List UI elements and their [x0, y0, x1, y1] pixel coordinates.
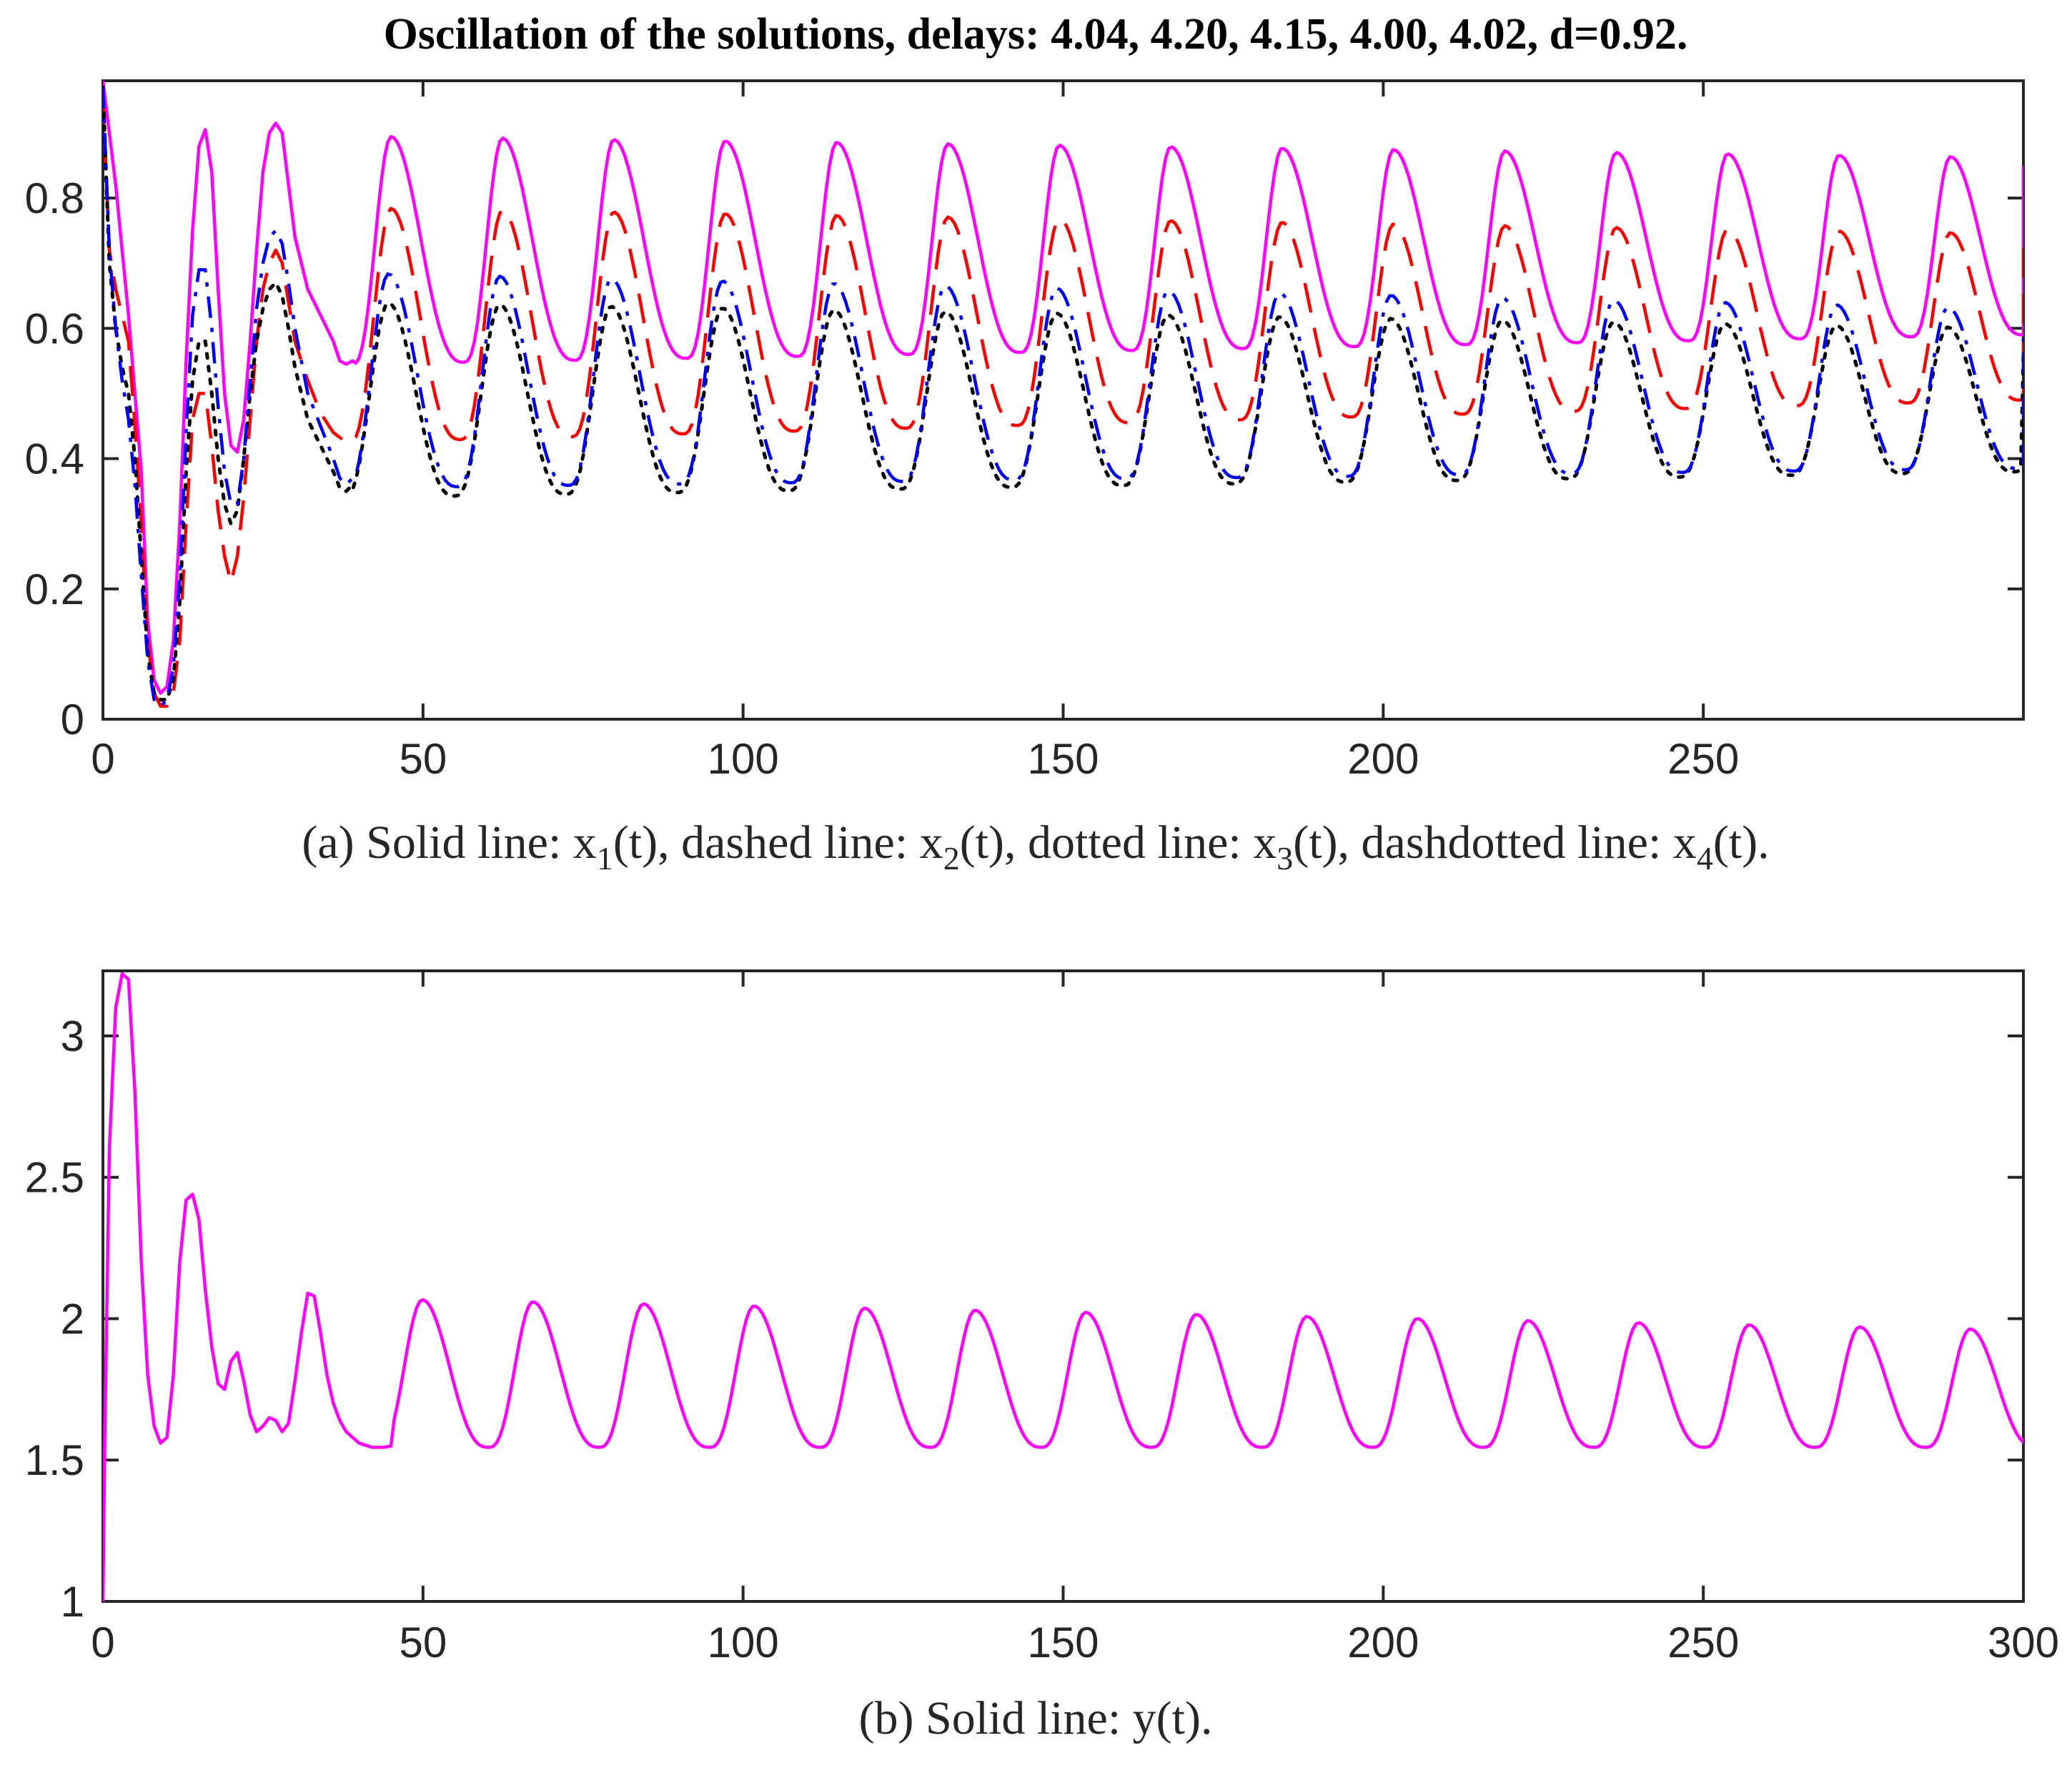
series-x3-t: [103, 85, 2023, 702]
caption-text: (t), dashed line: x: [613, 816, 943, 869]
panel-a: 0 50 100 150 200 250 0 0.2 0.4 0.6 0.8 (a) Solid …: [25, 79, 2025, 876]
y-tick-label: 3: [61, 1012, 84, 1060]
panel-a-series: [103, 81, 2023, 708]
x-tick-label: 200: [1347, 735, 1419, 783]
panel-b-ticks: [101, 971, 2025, 1603]
panel-b-axes: [101, 969, 2025, 1603]
panel-a-y-tick-labels: 0 0.2 0.4 0.6 0.8: [25, 174, 84, 744]
x-tick-label: 250: [1667, 735, 1739, 783]
series-x1-t: [103, 81, 2023, 695]
figure-title: Oscillation of the solutions, delays: 4.…: [384, 10, 1688, 59]
caption-text: (t).: [1713, 816, 1770, 869]
y-tick-label: 1.5: [25, 1436, 84, 1484]
x-tick-label: 50: [399, 1619, 447, 1666]
panel-a-x-tick-labels: 0 50 100 150 200 250: [91, 735, 1739, 783]
caption-subscript: 4: [1697, 840, 1713, 876]
panel-b: 0 50 100 150 200 250 300 1 1.5 2 2.5 3 (b) Solid l…: [25, 969, 2059, 1744]
y-tick-label: 2: [61, 1295, 84, 1343]
series-x2-t: [103, 94, 2023, 708]
y-tick-label: 0.8: [25, 174, 84, 222]
x-tick-label: 150: [1027, 735, 1099, 783]
panel-b-caption: (b) Solid line: y(t).: [859, 1692, 1213, 1744]
x-tick-label: 0: [91, 1619, 114, 1666]
y-tick-label: 0.6: [25, 305, 84, 352]
caption-subscript: 1: [597, 840, 613, 876]
panel-b-y-tick-labels: 1 1.5 2 2.5 3: [25, 1012, 84, 1626]
panel-a-axes: [101, 79, 2025, 721]
series-y-t: [103, 972, 2023, 1601]
caption-text: (b) Solid line: y(t).: [859, 1692, 1213, 1744]
y-tick-label: 0: [61, 696, 84, 744]
x-tick-label: 250: [1667, 1619, 1739, 1666]
y-tick-label: 0.4: [25, 435, 84, 483]
y-tick-label: 1: [61, 1578, 84, 1626]
caption-subscript: 3: [1277, 840, 1293, 876]
x-tick-label: 200: [1347, 1619, 1419, 1666]
caption-subscript: 2: [943, 840, 960, 876]
panel-a-caption: (a) Solid line: x1(t), dashed line: x2(t…: [302, 816, 1769, 876]
x-tick-label: 0: [91, 735, 114, 783]
caption-text: (a) Solid line: x: [302, 816, 596, 869]
x-tick-label: 300: [1988, 1619, 2059, 1666]
x-tick-label: 100: [708, 1619, 779, 1666]
caption-text: (t), dashdotted line: x: [1293, 816, 1697, 869]
panel-b-x-tick-labels: 0 50 100 150 200 250 300: [91, 1619, 2059, 1666]
y-tick-label: 2.5: [25, 1154, 84, 1202]
panel-a-ticks: [101, 81, 2023, 721]
x-tick-label: 150: [1027, 1619, 1099, 1666]
x-tick-label: 50: [399, 735, 447, 783]
caption-text: (t), dotted line: x: [960, 816, 1277, 869]
series-x4-t: [103, 87, 2023, 708]
panel-b-series: [103, 972, 2023, 1601]
y-tick-label: 0.2: [25, 566, 84, 613]
x-tick-label: 100: [708, 735, 779, 783]
